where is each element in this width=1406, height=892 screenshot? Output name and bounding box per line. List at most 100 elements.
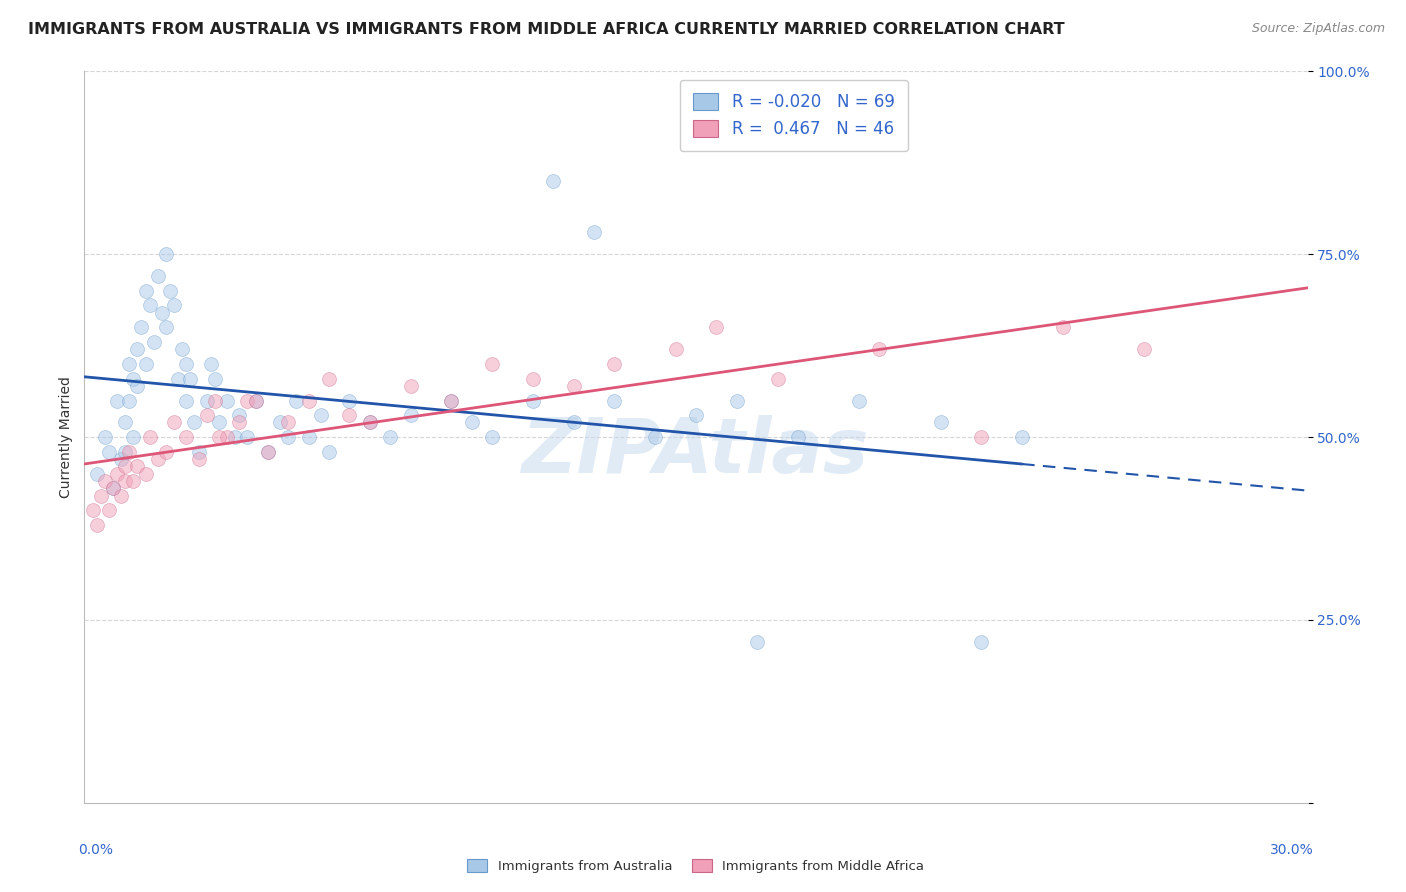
- Point: [110, 489, 132, 503]
- Point: [269, 416, 291, 430]
- Point: [174, 393, 197, 408]
- Point: [562, 379, 585, 393]
- Point: [138, 430, 160, 444]
- Point: [522, 371, 544, 385]
- Y-axis label: Currently Married: Currently Married: [59, 376, 73, 498]
- Point: [187, 444, 209, 458]
- Point: [135, 357, 157, 371]
- Point: [150, 306, 173, 320]
- Point: [208, 416, 231, 430]
- Point: [127, 379, 149, 393]
- Point: [101, 481, 124, 495]
- Point: [131, 320, 153, 334]
- Point: [82, 503, 104, 517]
- Point: [766, 371, 789, 385]
- Point: [440, 393, 463, 408]
- Point: [787, 430, 810, 444]
- Point: [481, 430, 503, 444]
- Point: [187, 452, 209, 467]
- Point: [217, 393, 239, 408]
- Point: [543, 174, 565, 188]
- Point: [114, 444, 136, 458]
- Point: [603, 357, 626, 371]
- Point: [155, 320, 177, 334]
- Point: [105, 467, 128, 481]
- Point: [277, 416, 299, 430]
- Point: [970, 635, 993, 649]
- Point: [122, 474, 145, 488]
- Point: [114, 416, 136, 430]
- Point: [122, 371, 145, 385]
- Legend: Immigrants from Australia, Immigrants from Middle Africa: Immigrants from Australia, Immigrants fr…: [463, 854, 929, 878]
- Point: [195, 393, 218, 408]
- Point: [257, 444, 280, 458]
- Point: [359, 416, 381, 430]
- Point: [200, 357, 222, 371]
- Point: [440, 393, 463, 408]
- Point: [172, 343, 194, 357]
- Point: [97, 444, 120, 458]
- Point: [285, 393, 308, 408]
- Point: [339, 408, 361, 422]
- Point: [86, 517, 108, 532]
- Point: [118, 357, 141, 371]
- Point: [481, 357, 503, 371]
- Point: [138, 298, 160, 312]
- Point: [848, 393, 870, 408]
- Point: [277, 430, 299, 444]
- Point: [118, 444, 141, 458]
- Point: [644, 430, 666, 444]
- Point: [747, 635, 769, 649]
- Point: [245, 393, 267, 408]
- Point: [603, 393, 626, 408]
- Point: [114, 474, 136, 488]
- Point: [228, 408, 250, 422]
- Point: [1133, 343, 1156, 357]
- Point: [155, 247, 177, 261]
- Point: [257, 444, 280, 458]
- Point: [869, 343, 891, 357]
- Point: [93, 474, 115, 488]
- Text: IMMIGRANTS FROM AUSTRALIA VS IMMIGRANTS FROM MIDDLE AFRICA CURRENTLY MARRIED COR: IMMIGRANTS FROM AUSTRALIA VS IMMIGRANTS …: [28, 22, 1064, 37]
- Point: [204, 393, 226, 408]
- Point: [236, 393, 259, 408]
- Point: [228, 416, 250, 430]
- Point: [163, 298, 186, 312]
- Point: [110, 452, 132, 467]
- Point: [163, 416, 186, 430]
- Point: [174, 357, 197, 371]
- Point: [298, 393, 321, 408]
- Point: [179, 371, 201, 385]
- Point: [359, 416, 381, 430]
- Point: [217, 430, 239, 444]
- Text: 0.0%: 0.0%: [79, 843, 114, 857]
- Point: [970, 430, 993, 444]
- Point: [122, 430, 145, 444]
- Text: ZIPAtlas: ZIPAtlas: [522, 415, 870, 489]
- Point: [97, 503, 120, 517]
- Point: [461, 416, 484, 430]
- Point: [86, 467, 108, 481]
- Point: [105, 393, 128, 408]
- Point: [1011, 430, 1033, 444]
- Point: [101, 481, 124, 495]
- Point: [309, 408, 332, 422]
- Point: [208, 430, 231, 444]
- Point: [685, 408, 707, 422]
- Point: [224, 430, 246, 444]
- Point: [725, 393, 748, 408]
- Point: [298, 430, 321, 444]
- Point: [195, 408, 218, 422]
- Point: [204, 371, 226, 385]
- Point: [142, 334, 165, 349]
- Point: [665, 343, 688, 357]
- Point: [174, 430, 197, 444]
- Point: [155, 444, 177, 458]
- Point: [127, 459, 149, 474]
- Point: [318, 444, 340, 458]
- Point: [380, 430, 402, 444]
- Point: [399, 379, 422, 393]
- Point: [339, 393, 361, 408]
- Point: [399, 408, 422, 422]
- Point: [118, 393, 141, 408]
